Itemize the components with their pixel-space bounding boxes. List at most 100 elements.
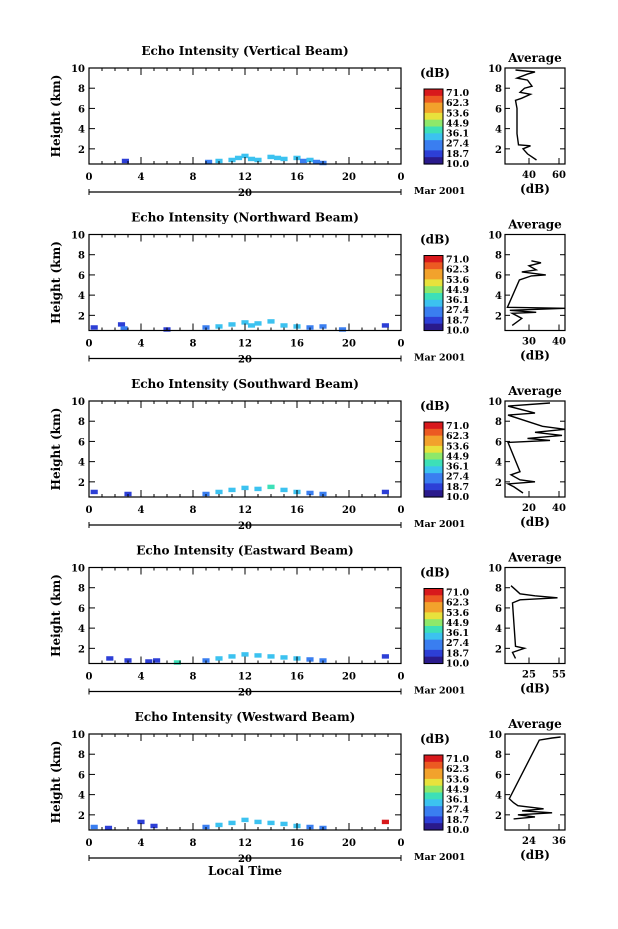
- colorbar-segment: [424, 123, 443, 128]
- colorbar-segment: [424, 432, 443, 437]
- y-tick-label: 10: [71, 231, 85, 242]
- heat-cell: [241, 485, 249, 491]
- heat-cell: [153, 658, 161, 663]
- colorbar-tick-label: 62.3: [446, 98, 469, 109]
- heat-cell: [306, 325, 314, 330]
- heat-cell: [254, 819, 262, 825]
- y-tick-label: 2: [78, 145, 85, 156]
- panel-5: Echo Intensity (Westward Beam) Height (km…: [49, 710, 566, 865]
- colorbar-tick-label: 27.4: [446, 305, 470, 316]
- heat-cell: [241, 817, 249, 823]
- colorbar-segment: [424, 445, 443, 450]
- plot-frame: [88, 67, 402, 165]
- heat-cell: [228, 654, 236, 659]
- x-tick-label: 16: [290, 838, 304, 849]
- colorbar-segment: [424, 591, 443, 596]
- heat-cell: [306, 490, 314, 496]
- colorbar-segment: [424, 136, 443, 141]
- heat-cell: [338, 327, 347, 332]
- colorbar-segment: [424, 422, 443, 427]
- colorbar-segment: [424, 92, 443, 97]
- colorbar-segment: [424, 275, 443, 280]
- heat-cell: [120, 326, 128, 331]
- colorbar-segment: [424, 819, 443, 824]
- heat-cell: [137, 819, 145, 825]
- x-tick-label: 20: [342, 505, 356, 516]
- colorbar-segment: [424, 792, 443, 797]
- panel-3: Echo Intensity (Southward Beam) Height (k…: [49, 377, 566, 532]
- colorbar-segment: [424, 289, 443, 294]
- y-tick-label: 4: [78, 624, 85, 635]
- average-y-tick-label: 10: [488, 64, 502, 75]
- colorbar-segment: [424, 615, 443, 620]
- y-tick-label: 2: [78, 311, 85, 322]
- heat-cell: [215, 158, 223, 164]
- colorbar-tick-label: 53.6: [446, 108, 470, 119]
- colorbar-segment: [424, 656, 443, 661]
- colorbar-segment: [424, 806, 443, 811]
- heat-cell: [241, 652, 249, 657]
- y-tick-label: 4: [78, 125, 85, 136]
- average-x-tick-label: 36: [552, 836, 566, 847]
- heat-cell: [267, 319, 275, 324]
- colorbar-tick-label: 18.7: [446, 482, 469, 493]
- colorbar-segment: [424, 89, 443, 94]
- colorbar-segment: [424, 493, 443, 498]
- colorbar-segment: [424, 106, 443, 111]
- colorbar-segment: [424, 775, 443, 780]
- colorbar-segment: [424, 755, 443, 760]
- panel-title: Echo Intensity (Vertical Beam): [141, 44, 348, 58]
- colorbar-segment: [424, 133, 443, 138]
- average-y-tick-label: 8: [495, 417, 502, 428]
- heat-cell: [205, 159, 213, 165]
- average-x-tick-label: 60: [552, 170, 566, 181]
- y-tick-label: 2: [78, 644, 85, 655]
- colorbar-tick-label: 27.4: [446, 805, 470, 816]
- average-y-tick-label: 4: [495, 458, 502, 469]
- heat-cell: [254, 157, 262, 163]
- y-axis-label: Height (km): [49, 241, 63, 324]
- colorbar-segment: [424, 595, 443, 600]
- plot-frame: [88, 400, 402, 498]
- colorbar-tick-label: 10.0: [446, 159, 470, 170]
- average-y-tick-label: 6: [495, 104, 502, 115]
- colorbar-segment: [424, 95, 443, 100]
- heat-cell: [228, 322, 236, 327]
- date-day-label: 20: [238, 854, 252, 865]
- y-axis-label: Height (km): [49, 75, 63, 158]
- y-tick-label: 2: [78, 811, 85, 822]
- colorbar-segment: [424, 320, 443, 325]
- average-y-tick-label: 8: [495, 84, 502, 95]
- colorbar-tick-label: 18.7: [446, 648, 469, 659]
- average-x-tick-label: 40: [552, 503, 566, 514]
- x-tick-label: 0: [398, 339, 405, 350]
- x-tick-label: 0: [398, 172, 405, 183]
- panel-title: Echo Intensity (Northward Beam): [131, 211, 359, 225]
- average-title: Average: [507, 717, 562, 731]
- x-tick-label: 4: [138, 339, 145, 350]
- colorbar-segment: [424, 449, 443, 454]
- panel-title: Echo Intensity (Westward Beam): [135, 710, 356, 724]
- colorbar-segment: [424, 303, 443, 308]
- heat-cell: [241, 320, 249, 325]
- colorbar-tick-label: 53.6: [446, 441, 470, 452]
- average-y-tick-label: 6: [495, 271, 502, 282]
- average-y-tick-label: 8: [495, 584, 502, 595]
- x-tick-label: 8: [190, 672, 197, 683]
- y-tick-label: 8: [78, 584, 85, 595]
- colorbar-tick-label: 18.7: [446, 149, 469, 160]
- colorbar-segment: [424, 306, 443, 311]
- heat-cell: [228, 820, 236, 826]
- heat-cell: [280, 821, 288, 827]
- colorbar-segment: [424, 622, 443, 627]
- colorbar-segment: [424, 282, 443, 287]
- colorbar-tick-label: 36.1: [446, 295, 469, 306]
- y-tick-label: 6: [78, 770, 85, 781]
- colorbar-segment: [424, 269, 443, 274]
- colorbar-tick-label: 71.0: [446, 754, 470, 765]
- x-tick-label: 4: [138, 672, 145, 683]
- colorbar-segment: [424, 112, 443, 117]
- heat-cell: [90, 325, 98, 330]
- colorbar-segment: [424, 632, 443, 637]
- heat-cell: [267, 484, 275, 490]
